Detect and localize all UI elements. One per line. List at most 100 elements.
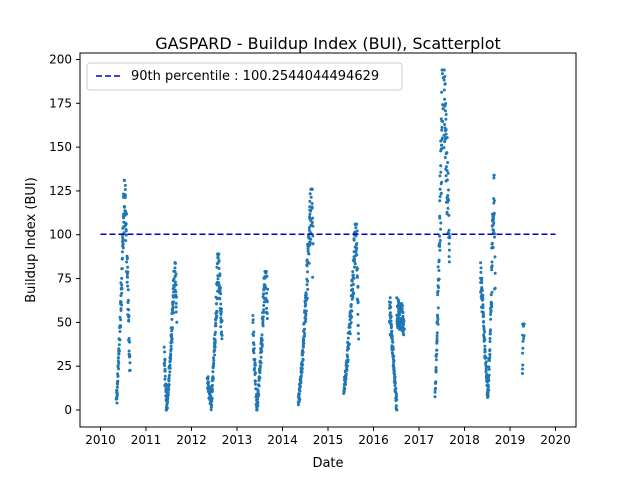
data-point	[216, 256, 220, 260]
data-point	[447, 260, 451, 264]
data-point	[262, 308, 266, 312]
data-point	[124, 193, 127, 197]
data-point	[487, 373, 491, 377]
data-point	[170, 340, 174, 344]
data-point	[353, 260, 356, 263]
data-point	[121, 241, 125, 245]
data-point	[298, 392, 301, 396]
data-point	[303, 332, 307, 335]
data-point	[436, 265, 440, 269]
data-point	[401, 311, 405, 315]
data-point	[308, 212, 312, 216]
data-point	[171, 303, 175, 307]
data-point	[308, 243, 312, 247]
data-point	[166, 396, 170, 400]
data-point	[442, 146, 446, 150]
data-point	[490, 305, 494, 309]
data-point	[480, 278, 484, 282]
x-axis: 2010 2011 2012 2013 2014 2015 2016 2017 2018 2019…	[85, 427, 571, 447]
data-point	[210, 397, 214, 400]
data-point	[115, 391, 119, 395]
data-point	[442, 68, 446, 72]
data-point	[440, 180, 444, 184]
data-point	[350, 309, 354, 313]
data-point	[488, 353, 492, 357]
data-point	[393, 381, 397, 385]
data-point	[124, 233, 128, 237]
data-point	[483, 330, 487, 334]
data-point	[309, 195, 313, 199]
data-point	[521, 351, 525, 355]
data-point	[126, 265, 130, 269]
data-point	[437, 258, 441, 262]
data-point	[438, 238, 442, 242]
data-point	[492, 229, 496, 233]
data-point	[123, 205, 127, 209]
data-point	[492, 221, 496, 225]
data-point	[389, 301, 392, 304]
data-point	[220, 307, 223, 311]
data-point	[391, 345, 395, 349]
data-point	[481, 306, 485, 310]
data-point	[482, 320, 485, 323]
data-point	[438, 248, 442, 252]
data-point	[493, 287, 497, 291]
data-point	[344, 373, 348, 377]
data-point	[353, 265, 356, 269]
data-point	[438, 244, 442, 248]
data-point	[310, 187, 314, 191]
data-point	[118, 338, 122, 342]
data-point	[260, 338, 264, 342]
data-point	[521, 346, 525, 350]
data-point	[488, 337, 492, 340]
data-point	[438, 187, 442, 191]
data-point	[438, 195, 442, 199]
data-point	[394, 404, 398, 408]
data-point	[434, 370, 438, 374]
data-point	[443, 156, 447, 159]
data-point	[115, 385, 119, 389]
data-point	[447, 188, 450, 192]
data-point	[120, 303, 124, 307]
data-point	[164, 382, 168, 386]
data-point	[391, 340, 395, 344]
data-point	[306, 279, 310, 283]
data-point	[347, 347, 350, 350]
data-point	[521, 339, 525, 343]
data-point	[217, 259, 221, 263]
data-point	[164, 387, 168, 391]
data-point	[351, 273, 355, 277]
data-point	[392, 366, 396, 370]
data-point	[298, 385, 302, 389]
data-point	[479, 261, 483, 265]
data-point	[169, 344, 173, 348]
data-point	[175, 320, 179, 324]
data-point	[350, 279, 354, 283]
data-point	[390, 337, 394, 341]
data-point	[262, 304, 266, 307]
data-points	[114, 68, 526, 412]
data-point	[167, 384, 171, 388]
data-point	[447, 242, 451, 246]
data-point	[120, 256, 124, 260]
data-point	[436, 289, 440, 293]
data-point	[214, 324, 218, 328]
data-point	[170, 333, 174, 336]
data-point	[492, 176, 496, 180]
data-point	[492, 201, 496, 205]
data-point	[119, 325, 123, 329]
data-point	[252, 347, 256, 351]
data-point	[206, 375, 210, 379]
data-point	[395, 408, 399, 412]
data-point	[252, 330, 256, 334]
data-point	[120, 267, 124, 271]
data-point	[482, 335, 486, 339]
data-point	[220, 319, 224, 323]
data-point	[488, 332, 492, 336]
data-point	[209, 408, 213, 412]
data-point	[443, 123, 447, 126]
data-point	[490, 264, 494, 268]
data-point	[484, 370, 488, 374]
data-point	[520, 372, 524, 375]
data-point	[259, 347, 263, 351]
